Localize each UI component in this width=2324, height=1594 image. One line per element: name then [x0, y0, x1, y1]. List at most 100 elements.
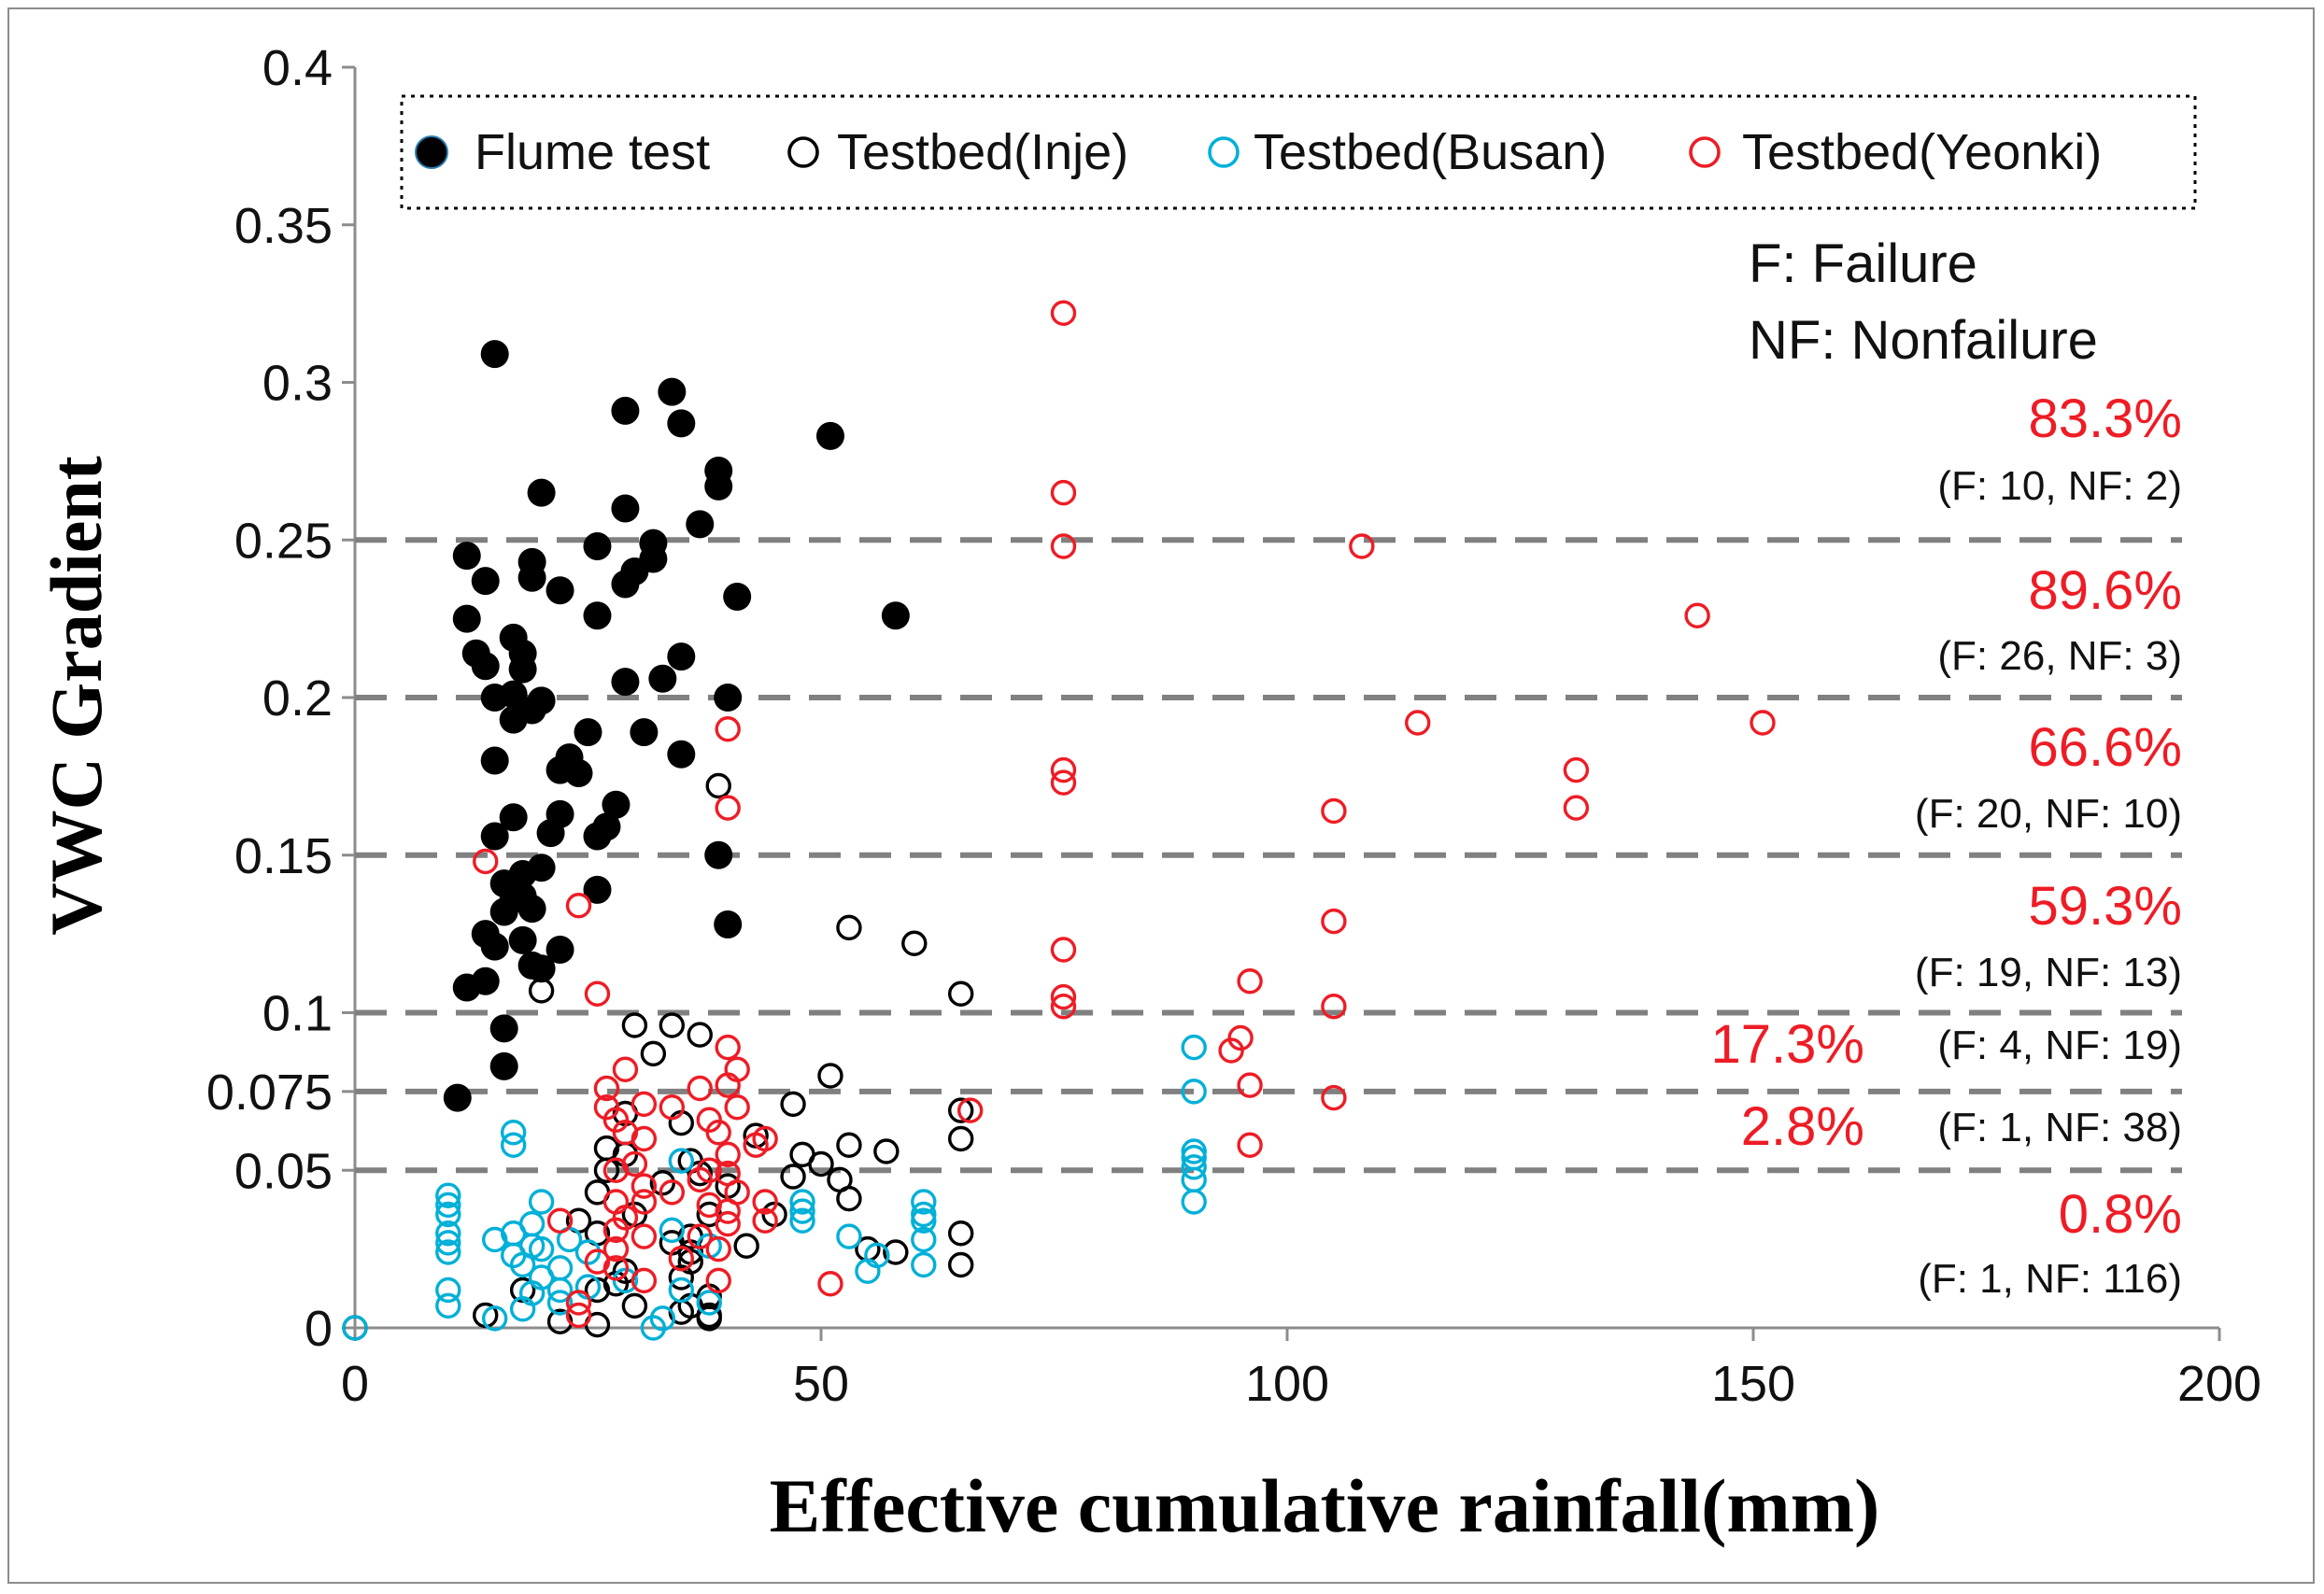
data-point — [1218, 1037, 1244, 1064]
data-point — [715, 716, 741, 742]
data-point — [1321, 1084, 1347, 1111]
data-point — [815, 421, 844, 450]
data-point — [947, 1097, 974, 1123]
data-point — [752, 1125, 778, 1152]
data-point — [489, 1014, 518, 1043]
data-point — [789, 1189, 815, 1215]
data-point — [715, 1210, 741, 1237]
data-point — [480, 746, 509, 775]
chart-frame — [7, 7, 2315, 1584]
data-point — [546, 1290, 574, 1316]
data-point — [1050, 994, 1077, 1020]
data-point — [583, 601, 612, 630]
data-point — [1563, 756, 1590, 783]
y-axis-ticks: 0 0.05 0.075 0.1 0.15 0.2 0.25 0.3 0.35 0.4 — [206, 40, 355, 1357]
data-point — [509, 1251, 536, 1278]
data-point — [621, 1012, 648, 1038]
data-point — [612, 1056, 639, 1082]
data-point — [435, 1201, 461, 1228]
data-point — [631, 1125, 658, 1152]
data-point — [342, 1315, 368, 1341]
data-point — [705, 1120, 731, 1146]
data-point — [1181, 1189, 1207, 1215]
data-point — [817, 1271, 843, 1297]
data-point — [508, 655, 537, 684]
data-point — [640, 1040, 667, 1067]
data-point — [715, 1198, 741, 1224]
data-point — [631, 1091, 658, 1118]
data-point — [473, 848, 499, 875]
data-point — [1321, 994, 1347, 1020]
data-point — [696, 1305, 722, 1332]
data-point — [1050, 983, 1077, 1010]
data-point — [1181, 1079, 1207, 1105]
data-point — [1321, 797, 1347, 825]
data-point — [667, 409, 696, 438]
data-point — [1563, 795, 1590, 821]
data-point — [780, 1091, 806, 1118]
note-nonfailure: NF: Nonfailure — [1749, 310, 2098, 371]
band-percent: 89.6% — [2029, 560, 2182, 621]
data-point — [482, 1305, 508, 1332]
data-point — [509, 1296, 536, 1322]
data-point — [817, 1063, 843, 1089]
y-tick-label: 0.25 — [234, 513, 333, 569]
data-point — [668, 1264, 694, 1291]
data-point — [687, 1022, 713, 1048]
legend-label: Testbed(Inje) — [837, 124, 1128, 180]
data-point — [668, 1246, 694, 1272]
data-point — [714, 910, 743, 938]
data-point — [435, 1192, 461, 1219]
data-point — [528, 978, 555, 1004]
data-point — [687, 1223, 713, 1249]
data-point — [705, 1267, 731, 1294]
data-point — [480, 340, 509, 369]
data-point — [631, 1189, 658, 1215]
legend-label: Testbed(Yeonki) — [1742, 124, 2102, 180]
data-point — [836, 1223, 862, 1249]
x-axis-ticks: 0 50 100 150 200 — [341, 1328, 2261, 1412]
band-annotations: 83.3% (F: 10, NF: 2) 89.6% (F: 26, NF: 3) 66… — [1711, 388, 2182, 1302]
band-percent: 83.3% — [2029, 388, 2182, 449]
data-point — [546, 1277, 574, 1304]
series-testbed-busan- — [342, 1034, 1207, 1341]
y-tick-label: 0.1 — [262, 986, 333, 1042]
data-point — [499, 803, 528, 832]
data-point — [873, 1138, 900, 1164]
y-tick-label: 0.15 — [234, 828, 333, 884]
legend-label: Flume test — [475, 124, 710, 180]
data-point — [482, 1226, 508, 1253]
series-flume-test — [443, 340, 910, 1112]
data-point — [528, 1189, 555, 1215]
data-point — [602, 1235, 630, 1263]
y-tick-label: 0.05 — [234, 1143, 333, 1199]
data-point — [499, 705, 528, 734]
data-point — [489, 897, 518, 926]
data-point — [836, 914, 862, 941]
data-point — [611, 668, 640, 697]
data-point — [789, 1198, 815, 1224]
data-point — [602, 1157, 630, 1183]
data-point — [704, 840, 733, 869]
data-point — [536, 819, 565, 848]
data-point — [855, 1258, 881, 1284]
data-point — [911, 1226, 937, 1253]
data-point — [780, 1164, 806, 1190]
data-point — [957, 1097, 984, 1123]
data-point — [668, 1148, 694, 1174]
data-point — [705, 772, 731, 799]
data-point — [602, 1217, 630, 1244]
y-tick-label: 0.35 — [234, 198, 333, 254]
band-counts: (F: 19, NF: 13) — [1915, 950, 2182, 995]
data-point — [705, 1235, 731, 1263]
data-point — [452, 604, 481, 633]
data-point — [696, 1290, 722, 1316]
legend: Flume test Testbed(Inje) Testbed(Busan) Tes… — [400, 94, 2197, 210]
data-point — [640, 1315, 667, 1341]
note-failure: F: Failure — [1749, 233, 1977, 294]
threshold-gridlines — [355, 537, 2182, 1174]
data-point — [500, 1242, 527, 1269]
data-point — [527, 478, 556, 507]
data-point — [686, 510, 715, 539]
data-point — [1181, 1154, 1207, 1180]
